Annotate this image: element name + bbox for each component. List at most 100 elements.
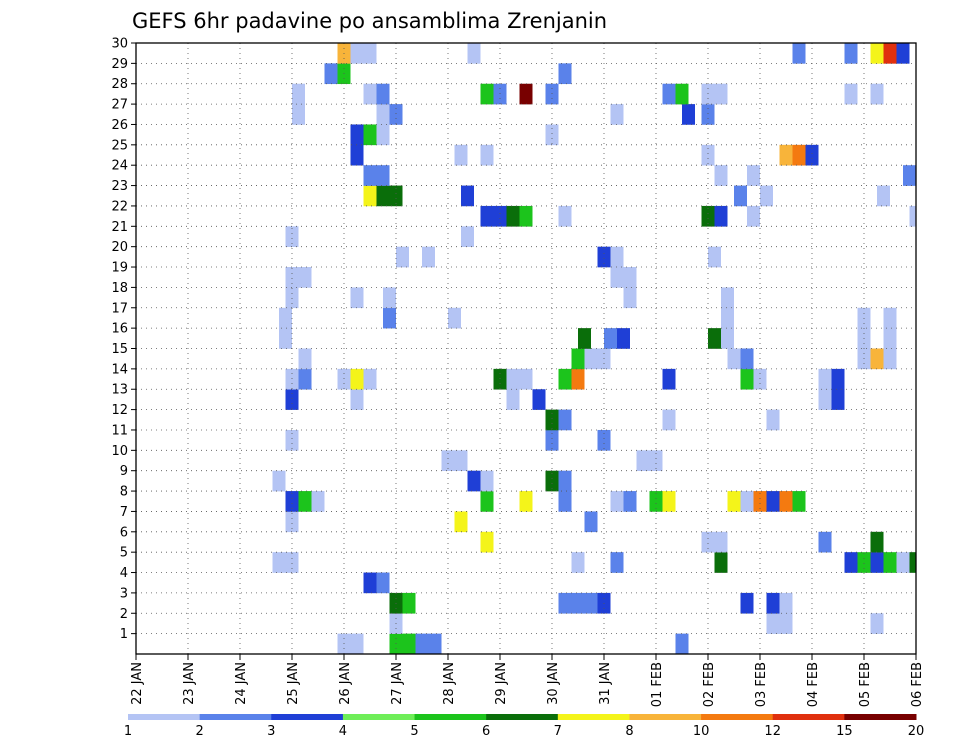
heatmap-cell	[272, 552, 286, 573]
heatmap-cell	[870, 43, 884, 64]
heatmap-cell	[734, 185, 747, 207]
colorbar-label: 10	[693, 724, 710, 739]
heatmap-cell	[740, 491, 754, 512]
y-tick-label: 29	[111, 57, 128, 72]
heatmap-cell	[617, 328, 630, 349]
heatmap-cell	[363, 124, 377, 146]
colorbar-swatch	[557, 714, 630, 720]
heatmap-cell	[376, 572, 390, 594]
x-tick-label: 04 FEB	[806, 662, 821, 707]
heatmap-cell	[376, 83, 390, 105]
heatmap-cell	[311, 491, 325, 512]
y-tick-label: 18	[111, 281, 128, 296]
heatmap-cell	[857, 552, 871, 573]
heatmap-cell	[662, 409, 676, 431]
heatmap-cell	[740, 368, 754, 390]
heatmap-cell	[506, 389, 520, 410]
heatmap-cell	[571, 592, 585, 614]
heatmap-cell	[766, 491, 780, 512]
x-tick-label: 29 JAN	[494, 662, 509, 705]
colorbar-label: 7	[554, 724, 562, 739]
heatmap-cell	[493, 368, 507, 390]
heatmap-cell	[441, 450, 455, 471]
y-tick-label: 24	[111, 159, 128, 174]
y-tick-label: 6	[120, 525, 128, 540]
y-tick-label: 9	[120, 464, 128, 479]
heatmap-cell	[298, 491, 312, 512]
heatmap-cell	[519, 83, 533, 105]
y-axis-ticks: 1234567891011121314151617181920212223242…	[111, 37, 136, 642]
heatmap-cell	[675, 633, 689, 655]
heatmap-cell	[272, 470, 286, 492]
heatmap-cell	[519, 368, 533, 390]
heatmap-cell	[480, 83, 494, 105]
heatmap-cell	[662, 368, 676, 390]
heatmap-cell	[682, 104, 695, 125]
heatmap-cell	[623, 287, 637, 309]
heatmap-cell	[753, 368, 767, 390]
heatmap-cell	[285, 287, 299, 309]
heatmap-cell	[545, 83, 559, 105]
colorbar-label: 4	[339, 724, 347, 739]
heatmap-cell	[350, 389, 364, 410]
heatmap-cell	[584, 348, 598, 370]
heatmap-cell	[701, 531, 715, 553]
y-tick-label: 7	[120, 505, 128, 520]
heatmap-cell	[610, 491, 624, 512]
y-tick-label: 2	[120, 607, 128, 622]
heatmap-cell	[623, 267, 637, 288]
colorbar-swatch	[342, 714, 416, 720]
colorbar-swatch	[199, 714, 272, 720]
heatmap-cell	[701, 144, 715, 166]
heatmap-cell	[383, 307, 396, 329]
heatmap-cell	[396, 246, 409, 268]
heatmap-cell	[532, 389, 546, 410]
heatmap-cell	[363, 43, 377, 64]
heatmap-cell	[558, 409, 572, 431]
heatmap-cell	[844, 552, 858, 573]
heatmap-cell	[844, 43, 858, 64]
heatmap-cell	[337, 368, 351, 390]
heatmap-cell	[285, 389, 299, 410]
y-tick-label: 16	[111, 322, 128, 337]
heatmap-cell	[558, 63, 572, 85]
heatmap-cell	[285, 429, 299, 451]
heatmap-cell	[545, 470, 559, 492]
y-tick-label: 14	[111, 362, 128, 377]
heatmap-cell	[701, 104, 715, 125]
heatmap-cell	[480, 144, 494, 166]
heatmap-cell	[376, 124, 390, 146]
heatmap-cell	[649, 450, 663, 471]
heatmap-cell	[376, 104, 390, 125]
y-tick-label: 25	[111, 138, 128, 153]
y-tick-label: 17	[111, 301, 128, 316]
heatmap-cell	[350, 124, 364, 146]
heatmap-cell	[454, 450, 468, 471]
x-axis-ticks: 22 JAN 23 JAN 24 JAN 25 JAN 26 JAN 27 JAN 28 J…	[130, 654, 925, 707]
colorbar-swatch	[486, 714, 559, 720]
heatmap-cell	[877, 185, 890, 207]
heatmap-cell	[727, 348, 741, 370]
heatmap-cell	[467, 43, 481, 64]
y-tick-label: 19	[111, 261, 128, 276]
heatmap-cell	[883, 43, 897, 64]
heatmap-cell	[727, 491, 741, 512]
heatmap-cell	[389, 185, 403, 207]
x-tick-label: 06 FEB	[910, 662, 925, 707]
colorbar-swatch	[701, 714, 774, 720]
heatmap-cell	[721, 328, 734, 349]
heatmap-cell	[623, 491, 637, 512]
heatmap-cells	[272, 43, 916, 655]
y-tick-label: 15	[111, 342, 128, 357]
heatmap-cell	[792, 144, 806, 166]
y-tick-label: 11	[111, 423, 128, 438]
heatmap-cell	[675, 83, 689, 105]
colorbar-label: 3	[267, 724, 275, 739]
heatmap-cell	[350, 633, 364, 655]
y-tick-label: 8	[120, 485, 128, 500]
heatmap-cell	[818, 368, 832, 390]
heatmap-cell	[708, 246, 721, 268]
heatmap-cell	[480, 205, 494, 227]
heatmap-cell	[467, 470, 481, 492]
heatmap-cell	[662, 83, 676, 105]
